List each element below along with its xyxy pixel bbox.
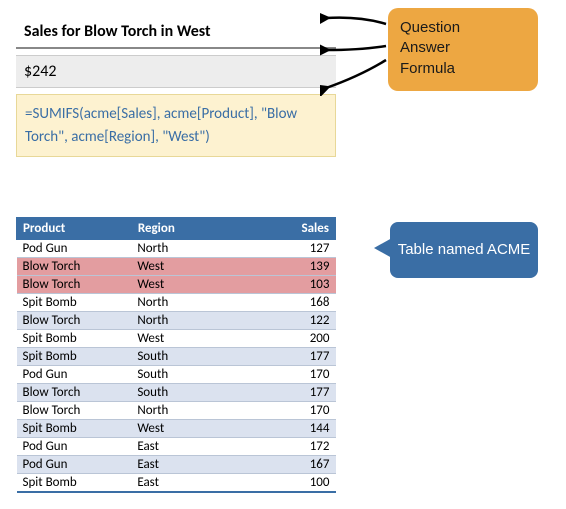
cell-sales: 170 — [240, 366, 336, 384]
table-row: Blow TorchNorth170 — [17, 402, 336, 420]
answer-cell: $242 — [16, 55, 336, 88]
acme-table: Product Region Sales Pod GunNorth127Blow… — [16, 217, 336, 493]
cell-product: Pod Gun — [17, 366, 132, 384]
col-sales: Sales — [240, 218, 336, 240]
cell-region: South — [131, 366, 239, 384]
cell-sales: 177 — [240, 348, 336, 366]
col-product: Product — [17, 218, 132, 240]
formula-cell: =SUMIFS(acme[Sales], acme[Product], "Blo… — [16, 94, 336, 157]
cell-product: Pod Gun — [17, 456, 132, 474]
cell-sales: 200 — [240, 330, 336, 348]
cell-sales: 127 — [240, 240, 336, 258]
cell-product: Pod Gun — [17, 438, 132, 456]
table-row: Blow TorchWest103 — [17, 276, 336, 294]
cell-product: Spit Bomb — [17, 294, 132, 312]
cell-region: South — [131, 384, 239, 402]
callout-labels: Question Answer Formula — [388, 8, 538, 91]
table-row: Pod GunEast172 — [17, 438, 336, 456]
table-body: Pod GunNorth127Blow TorchWest139Blow Tor… — [17, 240, 336, 493]
callout-table-label: Table named ACME — [398, 241, 531, 259]
cell-region: East — [131, 438, 239, 456]
table-row: Spit BombWest200 — [17, 330, 336, 348]
callout-question-label: Question — [400, 18, 526, 38]
cell-product: Spit Bomb — [17, 348, 132, 366]
table-row: Blow TorchNorth122 — [17, 312, 336, 330]
cell-region: West — [131, 258, 239, 276]
cell-product: Blow Torch — [17, 258, 132, 276]
cell-sales: 167 — [240, 456, 336, 474]
cell-sales: 144 — [240, 420, 336, 438]
callout-formula-label: Formula — [400, 59, 526, 79]
cell-sales: 170 — [240, 402, 336, 420]
acme-table-wrap: Product Region Sales Pod GunNorth127Blow… — [16, 217, 336, 493]
cell-product: Blow Torch — [17, 402, 132, 420]
cell-region: East — [131, 456, 239, 474]
col-region: Region — [131, 218, 239, 240]
cell-product: Spit Bomb — [17, 474, 132, 493]
cell-sales: 122 — [240, 312, 336, 330]
question-cell: Sales for Blow Torch in West — [16, 16, 336, 49]
cell-sales: 177 — [240, 384, 336, 402]
cell-sales: 103 — [240, 276, 336, 294]
cell-region: West — [131, 330, 239, 348]
cell-product: Spit Bomb — [17, 330, 132, 348]
table-row: Spit BombEast100 — [17, 474, 336, 493]
cell-region: West — [131, 276, 239, 294]
cell-region: East — [131, 474, 239, 493]
callout-table-name: Table named ACME — [390, 222, 538, 278]
cell-region: North — [131, 294, 239, 312]
cell-product: Spit Bomb — [17, 420, 132, 438]
cell-product: Pod Gun — [17, 240, 132, 258]
cell-product: Blow Torch — [17, 384, 132, 402]
cell-sales: 100 — [240, 474, 336, 493]
table-row: Pod GunEast167 — [17, 456, 336, 474]
cell-sales: 172 — [240, 438, 336, 456]
cell-region: North — [131, 240, 239, 258]
table-row: Spit BombNorth168 — [17, 294, 336, 312]
cell-region: North — [131, 312, 239, 330]
table-row: Pod GunSouth170 — [17, 366, 336, 384]
table-row: Blow TorchWest139 — [17, 258, 336, 276]
table-row: Blow TorchSouth177 — [17, 384, 336, 402]
cell-sales: 139 — [240, 258, 336, 276]
cell-product: Blow Torch — [17, 276, 132, 294]
cell-product: Blow Torch — [17, 312, 132, 330]
table-row: Spit BombSouth177 — [17, 348, 336, 366]
callout-answer-label: Answer — [400, 38, 526, 58]
table-header-row: Product Region Sales — [17, 218, 336, 240]
table-row: Pod GunNorth127 — [17, 240, 336, 258]
cell-region: North — [131, 402, 239, 420]
cell-region: South — [131, 348, 239, 366]
table-row: Spit BombWest144 — [17, 420, 336, 438]
cell-region: West — [131, 420, 239, 438]
cell-sales: 168 — [240, 294, 336, 312]
